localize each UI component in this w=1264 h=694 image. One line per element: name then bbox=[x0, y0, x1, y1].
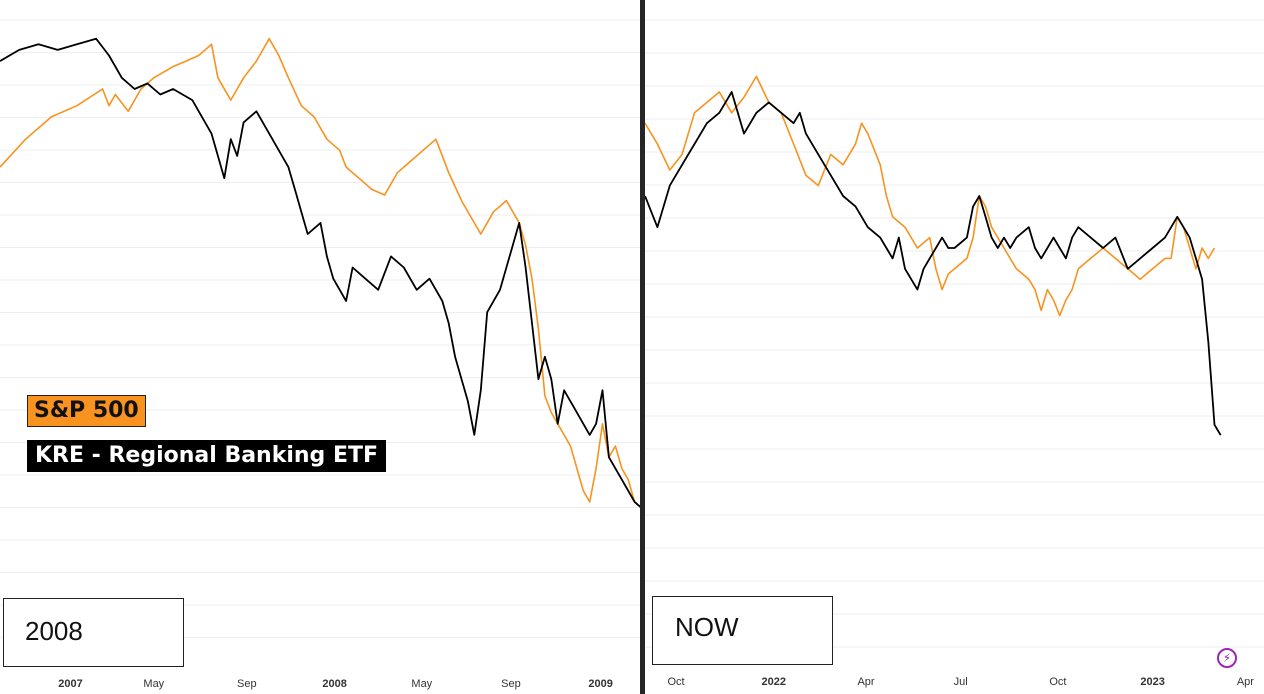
x-tick-label: Oct bbox=[667, 676, 684, 688]
legend-kre: KRE - Regional Banking ETF bbox=[27, 440, 387, 472]
x-tick-label: 2008 bbox=[322, 678, 346, 690]
x-tick-label: Sep bbox=[237, 678, 257, 690]
series-line-kre bbox=[0, 37, 641, 509]
lightning-bolt-icon[interactable]: ⚡ bbox=[1217, 648, 1237, 668]
x-tick-label: Jul bbox=[954, 676, 968, 688]
x-tick-label: 2023 bbox=[1140, 676, 1164, 688]
x-tick-label: 2007 bbox=[58, 678, 82, 690]
period-label-2008: 2008 bbox=[3, 598, 184, 667]
x-tick-label: May bbox=[143, 678, 164, 690]
legend-sp500: S&P 500 bbox=[27, 395, 146, 427]
x-tick-label: Apr bbox=[857, 676, 874, 688]
x-tick-label: May bbox=[411, 678, 432, 690]
x-tick-label: Oct bbox=[1049, 676, 1066, 688]
panel-divider bbox=[640, 0, 645, 694]
chart-panel-now: Oct 2022 Apr Jul Oct 2023 Apr bbox=[645, 0, 1264, 694]
x-tick-label: 2009 bbox=[588, 678, 612, 690]
x-tick-label: 2022 bbox=[762, 676, 786, 688]
chart-panel-2008: 2007 May Sep 2008 May Sep 2009 S&P 500 KRE - R… bbox=[0, 19, 641, 690]
x-tick-label: Sep bbox=[501, 678, 521, 690]
series-line-sp500 bbox=[0, 37, 641, 509]
chart-2008-svg: 2007 May Sep 2008 May Sep 2009 bbox=[0, 19, 641, 690]
series-line-kre bbox=[645, 91, 1222, 436]
series-line-sp500 bbox=[645, 75, 1216, 317]
x-tick-label: Apr bbox=[1237, 676, 1254, 688]
chart-now-svg: Oct 2022 Apr Jul Oct 2023 Apr bbox=[645, 19, 1264, 688]
period-label-now: NOW bbox=[652, 596, 833, 665]
